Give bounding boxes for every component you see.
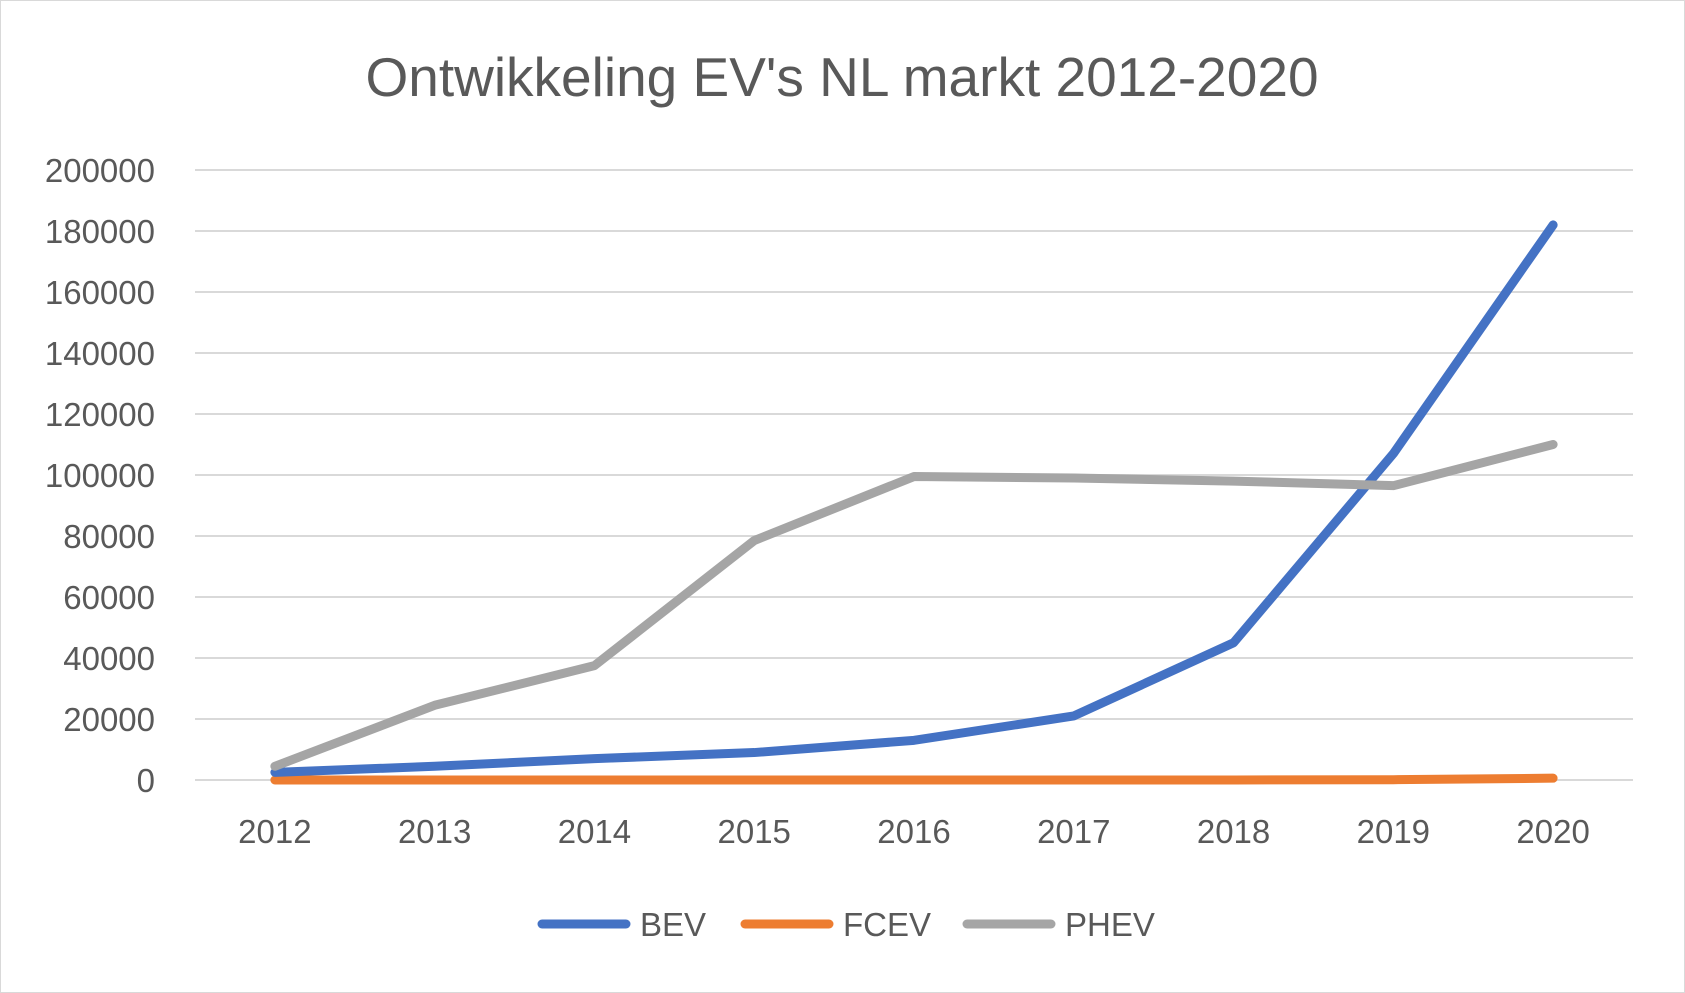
series-line-fcev	[270, 773, 1558, 785]
x-tick-label: 2019	[1357, 813, 1430, 850]
series-line-phev	[270, 440, 1558, 771]
legend-label: BEV	[640, 906, 706, 943]
y-axis: 0 20000 40000 60000 80000 100000 120000 140000 1…	[45, 152, 155, 799]
legend: BEV FCEV PHEV	[537, 906, 1155, 943]
x-tick-label: 2015	[718, 813, 791, 850]
y-tick-label: 120000	[45, 396, 155, 433]
y-tick-label: 80000	[63, 518, 155, 555]
x-tick-label: 2012	[238, 813, 311, 850]
x-tick-label: 2016	[877, 813, 950, 850]
series-layer	[270, 220, 1558, 785]
legend-label: FCEV	[843, 906, 931, 943]
chart-title: Ontwikkeling EV's NL markt 2012-2020	[365, 46, 1318, 108]
y-tick-label: 200000	[45, 152, 155, 189]
series-line-bev	[270, 220, 1558, 777]
x-tick-label: 2014	[558, 813, 631, 850]
y-tick-label: 20000	[63, 701, 155, 738]
x-tick-label: 2020	[1516, 813, 1589, 850]
y-tick-label: 140000	[45, 335, 155, 372]
legend-label: PHEV	[1065, 906, 1155, 943]
x-axis: 2012 2013 2014 2015 2016 2017 2018 2019 2020	[238, 813, 1590, 850]
legend-item-fcev: FCEV	[740, 906, 931, 943]
y-tick-label: 60000	[63, 579, 155, 616]
x-tick-label: 2017	[1037, 813, 1110, 850]
y-tick-label: 0	[137, 762, 155, 799]
y-tick-label: 100000	[45, 457, 155, 494]
y-tick-label: 180000	[45, 213, 155, 250]
x-tick-label: 2018	[1197, 813, 1270, 850]
legend-item-bev: BEV	[537, 906, 706, 943]
legend-item-phev: PHEV	[962, 906, 1155, 943]
y-tick-label: 160000	[45, 274, 155, 311]
y-tick-label: 40000	[63, 640, 155, 677]
x-tick-label: 2013	[398, 813, 471, 850]
